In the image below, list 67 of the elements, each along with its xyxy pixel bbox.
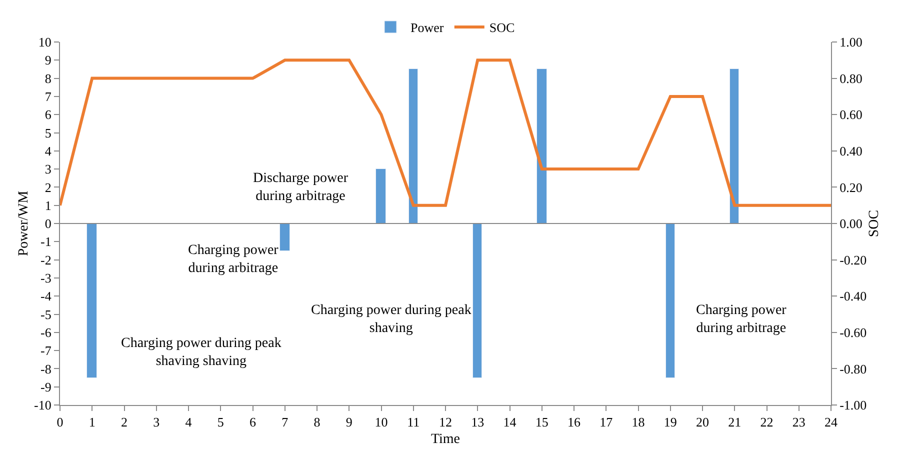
y-tick-label: -4: [40, 288, 52, 304]
x-tick-label: 20: [696, 414, 709, 430]
annotation: Charging power during arbitrage: [696, 303, 787, 336]
x-tick-label: 8: [314, 414, 320, 430]
y2-tick-label: 0.40: [840, 143, 862, 158]
x-tick-label: 24: [824, 414, 838, 430]
y2-tick-label: 0.60: [840, 107, 862, 122]
x-tick-label: 5: [217, 414, 224, 430]
y-axis-title: Power/WM: [16, 190, 32, 256]
y2-axis-title: SOC: [866, 210, 882, 238]
x-tick-label: 3: [153, 414, 160, 430]
x-tick-label: 7: [282, 414, 289, 430]
x-tick-label: 17: [600, 414, 614, 430]
x-tick-label: 10: [374, 414, 388, 430]
x-tick-label: 13: [471, 414, 484, 430]
x-tick-label: 23: [792, 414, 806, 430]
y2-tick-label: 0.20: [840, 180, 862, 195]
y-tick-label: -7: [40, 343, 52, 358]
y2-tick-label: -1.00: [840, 398, 867, 413]
y-tick-label: -5: [40, 306, 52, 322]
y-tick-label: 1: [44, 198, 52, 213]
x-tick-label: 6: [250, 414, 256, 430]
y-tick-label: -2: [40, 252, 52, 268]
y-tick-label: 3: [44, 162, 52, 177]
annotation: Charging power during arbitrage: [188, 243, 279, 276]
y-tick-label: 9: [44, 52, 52, 68]
y-tick-label: -6: [40, 324, 52, 340]
x-axis-title: Time: [430, 432, 460, 447]
annotation: Discharge power during arbitrage: [253, 171, 348, 204]
x-tick-label: 1: [88, 414, 96, 430]
y-tick-label: 2: [44, 180, 52, 195]
x-tick-label: 21: [728, 414, 742, 430]
y-tick-label: 5: [44, 125, 52, 140]
x-tick-label: 19: [664, 414, 677, 430]
y-tick-label: -10: [34, 398, 52, 413]
y-tick-label: -9: [40, 379, 52, 394]
y2-tick-label: -0.20: [840, 252, 867, 268]
legend-label: SOC: [489, 20, 515, 36]
x-tick-label: 22: [760, 414, 774, 430]
x-tick-label: 9: [346, 414, 352, 430]
x-tick-label: 12: [439, 414, 452, 430]
y2-tick-label: 0.80: [840, 70, 862, 86]
y-tick-label: 10: [38, 34, 52, 50]
y-tick-label: 7: [44, 89, 52, 104]
x-tick-label: 0: [56, 414, 64, 430]
y2-tick-label: 0.00: [840, 216, 862, 232]
annotation: Charging power during peak shaving: [311, 303, 472, 336]
y2-tick-label: -0.40: [840, 288, 867, 304]
x-tick-label: 4: [185, 414, 192, 430]
y-tick-label: 8: [44, 70, 52, 86]
y2-tick-label: -0.60: [840, 324, 867, 340]
y-tick-label: 4: [44, 143, 52, 158]
x-tick-label: 18: [632, 414, 645, 430]
x-tick-label: 11: [407, 414, 420, 430]
x-tick-label: 14: [503, 414, 517, 430]
y-tick-label: -8: [40, 361, 52, 376]
y-tick-label: -1: [40, 234, 52, 250]
x-tick-label: 16: [568, 414, 581, 430]
x-tick-label: 2: [121, 414, 128, 430]
y-tick-label: -3: [40, 270, 52, 286]
y2-tick-label: -0.80: [840, 361, 867, 376]
y-tick-label: 0: [44, 216, 52, 232]
annotation: Charging power during peak shaving shaving: [121, 336, 282, 370]
y2-tick-label: 1.00: [840, 34, 862, 50]
legend-label: Power: [410, 20, 444, 36]
x-tick-label: 15: [535, 414, 548, 430]
y-tick-label: 6: [44, 107, 52, 122]
